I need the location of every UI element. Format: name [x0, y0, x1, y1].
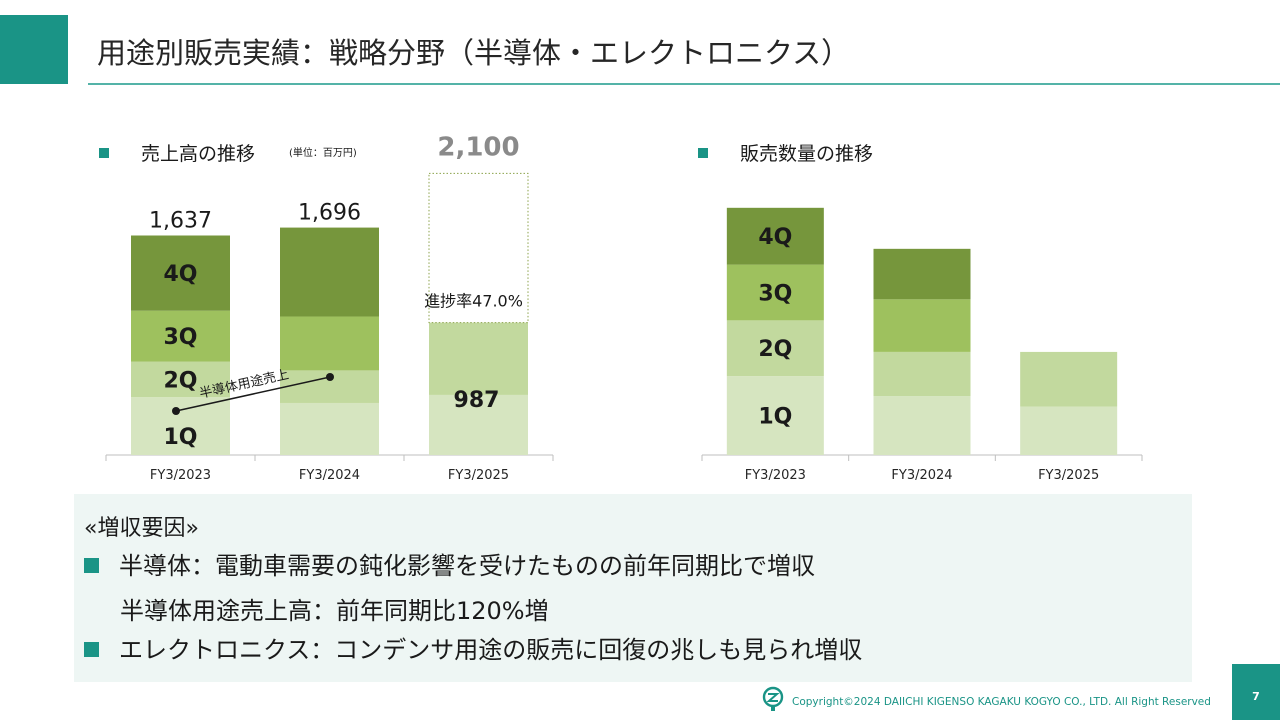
bar-segment-1q	[131, 397, 230, 455]
quarter-label: 2Q	[758, 337, 792, 362]
quarter-label: 2Q	[163, 368, 197, 393]
bar-segment-3q	[131, 310, 230, 362]
volume-chart: FY3/2023 FY3/2024 FY3/2025 1Q 2Q 3Q 4Q	[701, 207, 1143, 483]
volume-heading-text: 販売数量の推移	[740, 143, 874, 165]
square-bullet-icon	[84, 642, 99, 657]
quarter-label: 4Q	[758, 225, 792, 250]
quarter-label: 1Q	[163, 425, 197, 450]
factors-heading: «増収要因»	[84, 516, 199, 541]
bar-segment-4q	[726, 207, 824, 265]
factor-item-text: エレクトロニクス：コンデンサ用途の販売に回復の兆しも見られ増収	[119, 636, 863, 664]
sales-heading-text: 売上高の推移	[141, 143, 256, 165]
factor-item-electronics: エレクトロニクス：コンデンサ用途の販売に回復の兆しも見られ増収	[84, 630, 862, 665]
bar-segment-4q	[131, 235, 230, 311]
bar-segment-1q	[726, 376, 824, 455]
company-logo-icon	[762, 686, 784, 711]
quarter-label: 1Q	[758, 405, 792, 430]
x-tick-label: FY3/2023	[745, 468, 806, 483]
square-bullet-icon	[698, 148, 708, 158]
quarter-label: 3Q	[163, 325, 197, 350]
x-tick-label: FY3/2025	[448, 468, 509, 483]
copyright-text: Copyright©2024 DAIICHI KIGENSO KAGAKU KO…	[792, 696, 1211, 708]
bar-segment-3q	[280, 316, 379, 371]
x-tick-label: FY3/2024	[299, 468, 360, 483]
bar-segment-2q	[429, 322, 528, 395]
bar-segment-1q	[280, 402, 379, 455]
bar-total-label: 1,696	[298, 201, 361, 226]
bar-segment-2q	[873, 351, 971, 397]
x-tick-label: FY3/2023	[150, 468, 211, 483]
volume-section-heading: 販売数量の推移	[698, 139, 873, 166]
title-accent-block	[0, 15, 68, 84]
sales-section-heading: 売上高の推移 (単位：百万円)	[99, 139, 357, 166]
bar-total-label: 1,637	[149, 208, 212, 233]
growth-factors-box: «増収要因» 半導体：電動車需要の鈍化影響を受けたものの前年同期比で増収 半導体…	[74, 494, 1192, 682]
progress-rate-label: 進捗率47.0%	[424, 292, 523, 311]
bar-segment-1q	[1020, 406, 1118, 455]
square-bullet-icon	[99, 148, 109, 158]
forecast-label: 2,100	[437, 132, 519, 162]
bar-segment-2q	[726, 320, 824, 377]
annotation-dot	[172, 407, 180, 415]
page-number-box: 7	[1232, 664, 1280, 720]
factor-item-text: 半導体：電動車需要の鈍化影響を受けたものの前年同期比で増収	[119, 552, 815, 580]
bar-segment-1q	[429, 394, 528, 455]
title-divider	[88, 83, 1280, 85]
page-number: 7	[1252, 690, 1260, 703]
quarter-label: 3Q	[758, 281, 792, 306]
x-tick-label: FY3/2025	[1038, 468, 1099, 483]
sales-chart: FY3/2023 FY3/2024 FY3/2025 1Q 2Q 3Q 4Q 1,637 1,6…	[105, 132, 554, 483]
bar-segment-2q	[131, 361, 230, 398]
bar-segment-4q	[280, 227, 379, 317]
actual-value-label: 987	[454, 388, 500, 413]
factor-item-semiconductor: 半導体：電動車需要の鈍化影響を受けたものの前年同期比で増収	[84, 546, 815, 581]
annotation-dot	[326, 373, 334, 381]
bar-segment-3q	[726, 264, 824, 321]
bar-segment-4q	[873, 248, 971, 300]
bar-segment-1q	[873, 396, 971, 455]
sales-unit-label: (単位：百万円)	[289, 148, 357, 159]
bar-segment-3q	[873, 299, 971, 352]
page-title: 用途別販売実績：戦略分野（半導体・エレクトロニクス）	[97, 36, 851, 70]
quarter-label: 4Q	[163, 262, 197, 287]
annotation-line	[175, 376, 331, 412]
factor-subline: 半導体用途売上高：前年同期比120%増	[120, 597, 549, 625]
bar-segment-2q	[1020, 351, 1118, 407]
square-bullet-icon	[84, 558, 99, 573]
forecast-outline	[428, 172, 529, 324]
x-tick-label: FY3/2024	[891, 468, 952, 483]
